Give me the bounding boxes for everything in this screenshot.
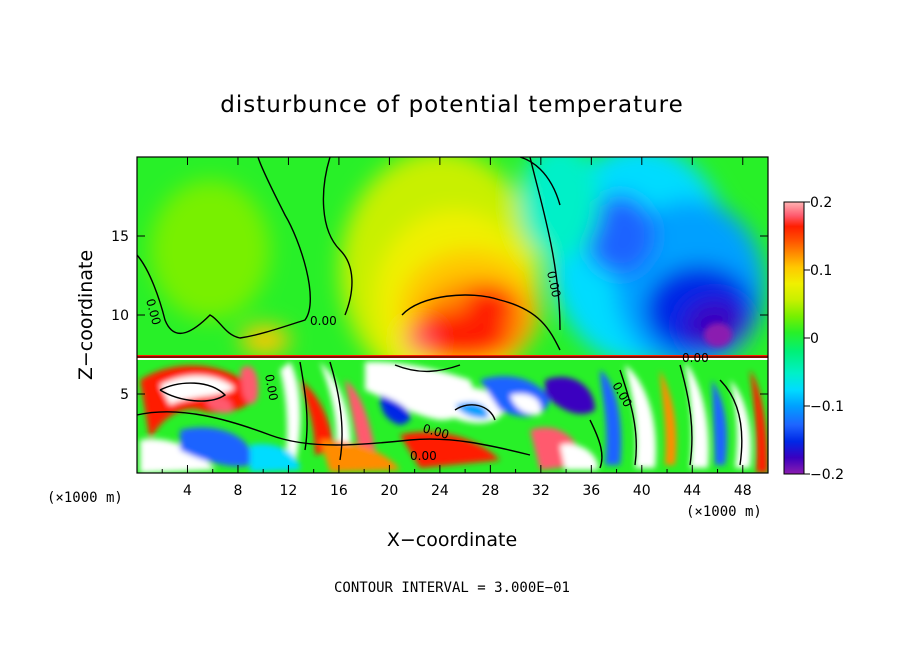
lower-turbulent-layer	[137, 355, 768, 473]
contour-label: 0.00	[682, 351, 709, 365]
contour-label: 0.00	[410, 449, 437, 463]
colorbar-tick-label: 0	[810, 331, 819, 347]
contour-interval-note: CONTOUR INTERVAL = 3.000E−01	[334, 580, 570, 596]
x-tick-label: 8	[233, 483, 242, 499]
x-tick-label: 24	[431, 483, 449, 499]
y-axis: 5 10 15	[111, 229, 768, 403]
contour-label: 0.00	[544, 270, 563, 299]
x-tick-label: 40	[633, 483, 651, 499]
x-tick-label: 16	[330, 483, 348, 499]
colorbar-tick-label: −0.2	[810, 467, 844, 483]
x-tick-label: 28	[481, 483, 499, 499]
x-tick-label: 32	[532, 483, 550, 499]
chart-title: disturbunce of potential temperature	[220, 92, 684, 118]
x-axis: 4 8 12 16 20 24 28 32 36 40 44 48	[161, 157, 752, 499]
colorbar-tick-label: −0.1	[810, 399, 844, 415]
contour-label: 0.00	[262, 373, 280, 402]
x-unit-label-right: (×1000 m)	[686, 504, 762, 520]
contour-label: 0.00	[143, 297, 163, 326]
contour-label: 0.00	[421, 421, 450, 441]
x-tick-label: 36	[582, 483, 600, 499]
minimum-core	[704, 323, 732, 347]
x-tick-label: 4	[183, 483, 192, 499]
colorbar-ramp	[783, 201, 805, 475]
x-axis-title: X−coordinate	[387, 529, 517, 551]
colorbar-ticks: 0.2 0.1 0 −0.1 −0.2	[804, 195, 844, 483]
colorbar-tick-label: 0.1	[810, 263, 832, 279]
colorbar: 0.2 0.1 0 −0.1 −0.2	[783, 195, 844, 483]
colorbar-tick-label: 0.2	[810, 195, 832, 211]
y-tick-label: 10	[111, 308, 129, 324]
y-tick-label: 15	[111, 229, 129, 245]
y-axis-title: Z−coordinate	[75, 250, 97, 380]
heatmap-field	[137, 157, 768, 473]
contour-label: 0.00	[310, 314, 337, 328]
x-tick-label: 44	[683, 483, 701, 499]
x-tick-label: 20	[380, 483, 398, 499]
contour-lines	[137, 157, 768, 469]
x-unit-label-left: (×1000 m)	[47, 490, 123, 506]
y-tick-label: 5	[120, 387, 129, 403]
x-tick-label: 48	[734, 483, 752, 499]
x-tick-label: 12	[280, 483, 298, 499]
